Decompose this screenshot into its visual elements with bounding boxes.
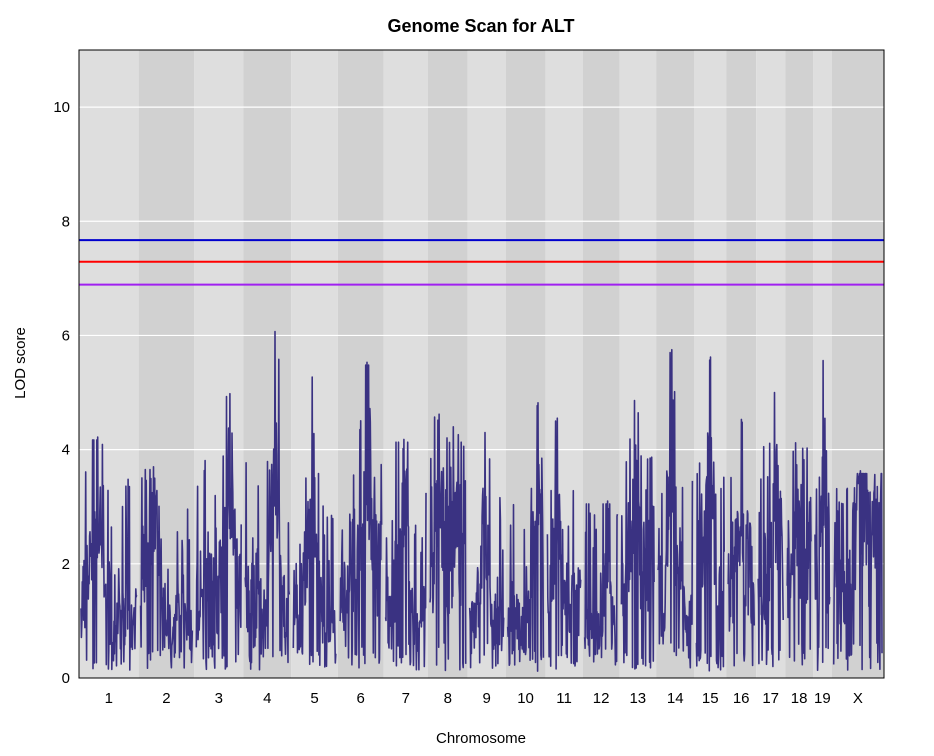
x-tick-label-chr-14: 14: [667, 690, 684, 707]
x-tick-label-chr-5: 5: [310, 690, 318, 707]
lod-trace-chr-10: [506, 402, 545, 672]
y-tick-label-10: 10: [53, 99, 70, 116]
x-tick-label-chr-X: X: [853, 690, 863, 707]
lod-trace-chr-18: [786, 442, 812, 666]
x-axis-ticks: 1 2 3 4 5 6 7 8 9 10 11 12 13 14 15 16 17 18 19 X: [105, 690, 863, 707]
x-tick-label-chr-4: 4: [263, 690, 271, 707]
lod-trace-chr-11: [546, 417, 582, 670]
lod-trace-chr-1: [80, 436, 138, 671]
lod-trace-chr-7: [384, 438, 427, 671]
x-tick-label-chr-11: 11: [556, 690, 572, 707]
lod-trace-chr-3: [195, 392, 242, 671]
x-tick-label-chr-2: 2: [162, 690, 170, 707]
x-tick-label-chr-17: 17: [762, 690, 779, 707]
threshold-lines: [79, 239, 884, 286]
y-tick-label-6: 6: [62, 327, 70, 344]
lod-trace-chr-19: [814, 359, 831, 671]
band-chr-10: [505, 50, 546, 678]
x-tick-label-chr-3: 3: [215, 690, 223, 707]
band-chr-5: [291, 50, 338, 678]
y-tick-label-0: 0: [62, 670, 70, 687]
x-tick-label-chr-15: 15: [702, 690, 719, 707]
plot-frame: [78, 49, 885, 679]
lod-trace-chr-8: [429, 413, 467, 672]
x-tick-label-chr-8: 8: [444, 690, 452, 707]
x-tick-label-chr-18: 18: [791, 690, 808, 707]
y-axis-ticks: 0 2 4 6 8 10: [53, 99, 70, 687]
lod-trace-chr-15: [695, 356, 725, 672]
x-tick-label-chr-10: 10: [517, 690, 534, 707]
x-tick-label-chr-9: 9: [483, 690, 491, 707]
y-tick-label-4: 4: [62, 442, 70, 459]
lod-trace-chr-X: [832, 470, 883, 671]
chart-title: Genome Scan for ALT: [387, 16, 574, 36]
lod-trace-chr-14: [657, 348, 694, 669]
y-tick-label-8: 8: [62, 213, 70, 230]
lod-trace-chr-6: [339, 361, 383, 669]
lod-trace-chr-12: [583, 500, 619, 666]
x-axis-label: Chromosome: [436, 730, 526, 747]
lod-series: [80, 330, 883, 672]
x-tick-label-chr-6: 6: [357, 690, 365, 707]
x-tick-label-chr-19: 19: [814, 690, 831, 707]
lod-trace-chr-17: [757, 391, 784, 668]
lod-trace-chr-4: [244, 330, 291, 671]
y-tick-label-2: 2: [62, 556, 70, 573]
x-tick-label-chr-1: 1: [105, 690, 113, 707]
x-tick-label-chr-7: 7: [402, 690, 410, 707]
lod-trace-chr-9: [468, 431, 505, 669]
x-tick-label-chr-12: 12: [593, 690, 610, 707]
lod-trace-chr-13: [620, 399, 655, 670]
y-axis-label: LOD score: [12, 327, 29, 399]
lod-trace-chr-5: [292, 376, 337, 668]
lod-trace-chr-16: [727, 418, 755, 667]
x-tick-label-chr-13: 13: [629, 690, 646, 707]
x-tick-label-chr-16: 16: [733, 690, 750, 707]
lod-trace-chr-2: [139, 466, 194, 669]
